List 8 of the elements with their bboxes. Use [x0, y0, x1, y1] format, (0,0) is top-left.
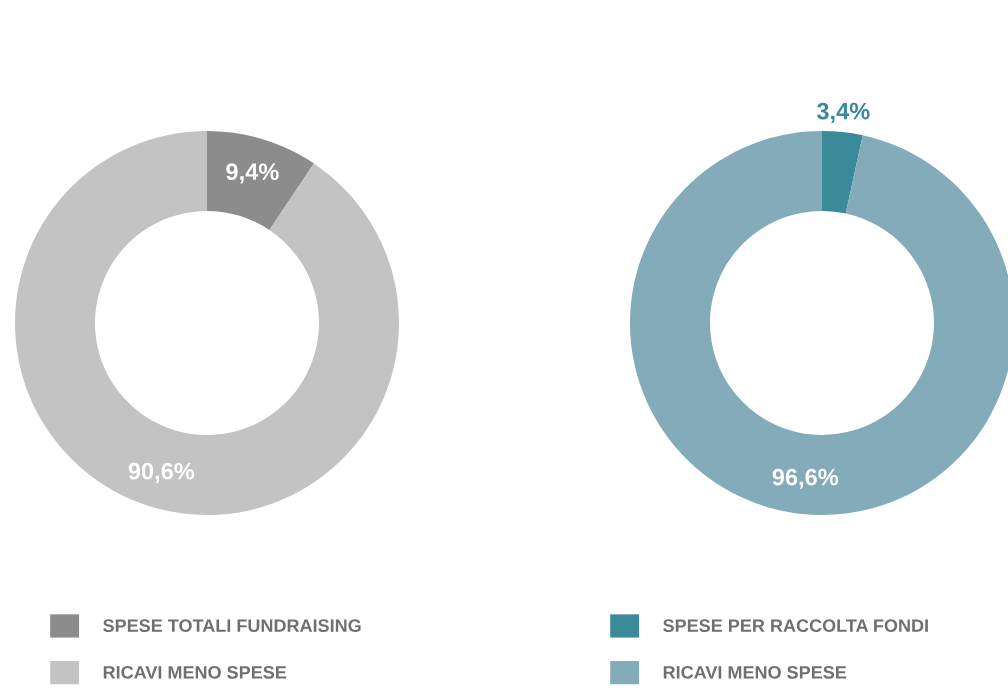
data-label: 96,6%: [772, 468, 839, 489]
data-label: 3,4%: [816, 102, 870, 123]
data-label: 9,4%: [226, 163, 279, 184]
legend-label: SPESE PER RACCOLTA FONDI: [663, 619, 928, 633]
legend-label: RICAVI MENO SPESE: [663, 665, 847, 679]
legend-label: RICAVI MENO SPESE: [103, 665, 287, 679]
legend-label: SPESE TOTALI FUNDRAISING: [103, 619, 361, 633]
data-label: 90,6%: [128, 462, 195, 483]
